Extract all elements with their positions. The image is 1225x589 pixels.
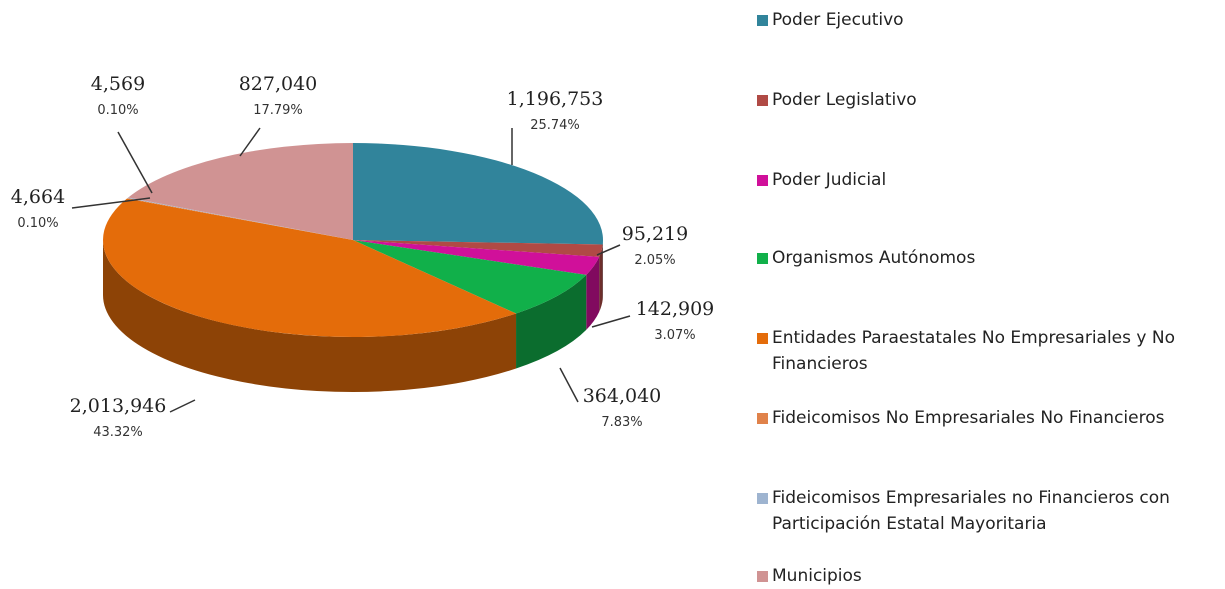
- legend-label: Poder Ejecutivo: [772, 10, 904, 30]
- legend-label: Fideicomisos No Empresariales No Financi…: [772, 408, 1165, 428]
- legend-swatch: [757, 175, 768, 186]
- legend-item: Fideicomisos No Empresariales No Financi…: [757, 405, 1217, 431]
- legend-label: Municipios: [772, 566, 862, 586]
- legend-item: Entidades Paraestatales No Empresariales…: [757, 325, 1217, 377]
- pie-slice: [103, 198, 517, 337]
- value-label: 1,196,753: [507, 88, 604, 110]
- leader-line: [117, 131, 153, 194]
- legend-swatch: [757, 333, 768, 344]
- percent-label: 0.10%: [97, 103, 138, 118]
- legend-item: Organismos Autónomos: [757, 245, 1217, 271]
- percent-label: 25.74%: [530, 118, 580, 133]
- leader-line: [169, 399, 196, 413]
- legend-item: Poder Ejecutivo: [757, 7, 1217, 33]
- percent-label: 3.07%: [654, 328, 695, 343]
- legend-item: Fideicomisos Empresariales no Financiero…: [757, 485, 1217, 537]
- pie-tops: [103, 143, 603, 337]
- leader-line: [591, 315, 631, 328]
- value-label: 95,219: [622, 223, 688, 245]
- legend-item: Poder Judicial: [757, 167, 1217, 193]
- legend-item: Poder Legislativo: [757, 87, 1217, 113]
- percent-label: 7.83%: [601, 415, 642, 430]
- chart: 1,196,753 25.74% 95,219 2.05% 142,909 3.07% 36…: [11, 73, 715, 440]
- pie-slice: [126, 198, 354, 240]
- leader-line: [559, 367, 579, 403]
- leader-line: [596, 244, 621, 256]
- leader-line: [239, 127, 261, 157]
- legend-item: Municipios: [757, 563, 1217, 589]
- pie-side: [599, 244, 603, 312]
- legend-swatch: [757, 253, 768, 264]
- legend-swatch: [757, 15, 768, 26]
- percent-label: 43.32%: [93, 425, 143, 440]
- pie-slice: [353, 143, 603, 245]
- legend-label: Poder Judicial: [772, 170, 887, 190]
- legend-label: Entidades Paraestatales No Empresariales…: [772, 328, 1175, 374]
- legend-swatch: [757, 571, 768, 582]
- legend-label: Poder Legislativo: [772, 90, 917, 110]
- value-label: 4,664: [11, 186, 65, 208]
- pie-slice: [128, 143, 353, 240]
- legend-label: Fideicomisos Empresariales no Financiero…: [772, 488, 1170, 534]
- pie-slice: [353, 240, 603, 257]
- leader-line: [71, 197, 151, 209]
- pie-side: [586, 256, 600, 330]
- value-label: 827,040: [239, 73, 318, 95]
- value-label: 364,040: [583, 385, 662, 407]
- legend-label: Organismos Autónomos: [772, 248, 976, 268]
- pie-slice: [353, 240, 587, 314]
- pie-side: [103, 240, 517, 392]
- legend-swatch: [757, 493, 768, 504]
- pie-slice: [127, 197, 354, 240]
- pie-sides: [103, 240, 603, 392]
- percent-label: 17.79%: [253, 103, 303, 118]
- value-label: 2,013,946: [70, 395, 167, 417]
- value-label: 142,909: [636, 298, 715, 320]
- legend-swatch: [757, 413, 768, 424]
- pie-slice: [353, 240, 600, 275]
- value-label: 4,569: [91, 73, 145, 95]
- pie-side: [516, 274, 587, 369]
- legend-swatch: [757, 95, 768, 106]
- percent-label: 2.05%: [634, 253, 675, 268]
- percent-label: 0.10%: [17, 216, 58, 231]
